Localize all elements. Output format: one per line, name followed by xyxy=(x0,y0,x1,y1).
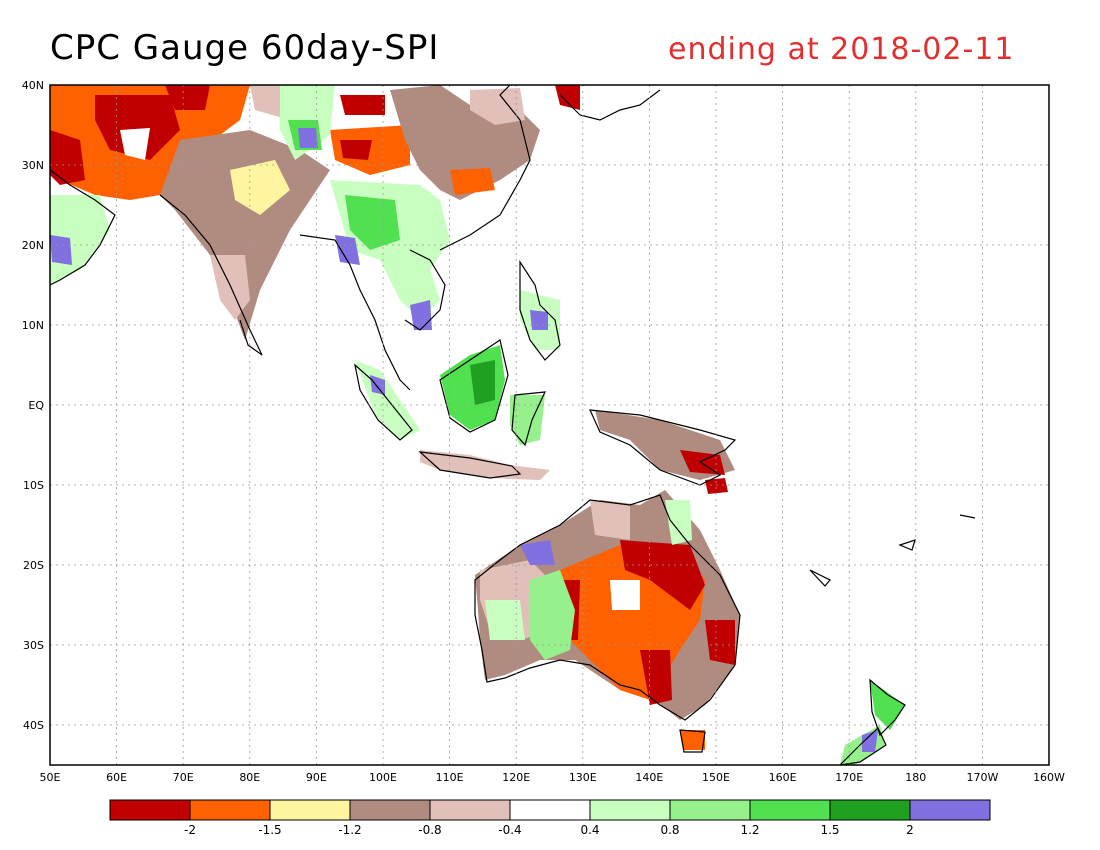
coastlines xyxy=(50,85,976,765)
legend-label: -0.8 xyxy=(418,823,441,837)
legend-label: 0.8 xyxy=(660,823,679,837)
legend-label: -1.5 xyxy=(258,823,281,837)
latitude-axis: 40N 30N 20N 10N EQ 10S 20S 30S 40S xyxy=(22,79,45,732)
legend-label: -0.4 xyxy=(498,823,521,837)
asia-field xyxy=(50,85,580,340)
lat-tick-label: 10N xyxy=(22,319,44,332)
legend-swatch xyxy=(829,799,911,821)
lon-tick-label: 180 xyxy=(905,771,926,784)
legend-swatch xyxy=(749,799,831,821)
legend-label: 0.4 xyxy=(580,823,599,837)
lat-tick-label: 20N xyxy=(22,239,44,252)
lon-tick-label: 170E xyxy=(835,771,863,784)
lat-tick-label: 40N xyxy=(22,79,44,92)
lon-tick-label: 130E xyxy=(569,771,597,784)
nz-field xyxy=(840,680,905,765)
legend-label: 1.2 xyxy=(740,823,759,837)
legend-swatch xyxy=(429,799,511,821)
lon-tick-label: 160W xyxy=(1033,771,1065,784)
legend-label: 2 xyxy=(906,823,914,837)
lon-tick-label: 80E xyxy=(239,771,260,784)
map-title: CPC Gauge 60day-SPI xyxy=(50,28,440,68)
map-frame xyxy=(49,84,1050,766)
legend-swatch xyxy=(109,799,191,821)
legend-swatch xyxy=(349,799,431,821)
lon-tick-label: 70E xyxy=(173,771,194,784)
lat-tick-label: 20S xyxy=(23,559,44,572)
color-legend: -2 -1.5 -1.2 -0.8 -0.4 0.4 0.8 1.2 1.5 2 xyxy=(109,799,991,837)
lat-tick-label: 30N xyxy=(22,159,44,172)
legend-label: -1.2 xyxy=(338,823,361,837)
lat-tick-label: 30S xyxy=(23,639,44,652)
legend-swatch xyxy=(909,799,991,821)
legend-label: -2 xyxy=(184,823,196,837)
lon-tick-label: 140E xyxy=(635,771,663,784)
lon-tick-label: 160E xyxy=(769,771,797,784)
lon-tick-label: 60E xyxy=(106,771,127,784)
map-fields xyxy=(50,85,905,765)
legend-swatch xyxy=(189,799,271,821)
grid-lines xyxy=(50,85,1049,765)
lon-tick-label: 120E xyxy=(502,771,530,784)
legend-swatch xyxy=(669,799,751,821)
legend-swatch xyxy=(589,799,671,821)
lat-tick-label: EQ xyxy=(28,399,44,412)
lon-tick-label: 150E xyxy=(702,771,730,784)
legend-swatch xyxy=(269,799,351,821)
longitude-axis: 50E 60E 70E 80E 90E 100E 110E 120E 130E 140E 150E 1… xyxy=(40,771,1066,784)
lat-tick-label: 10S xyxy=(23,479,44,492)
lon-tick-label: 90E xyxy=(306,771,327,784)
lon-tick-label: 170W xyxy=(966,771,998,784)
lat-tick-label: 40S xyxy=(23,719,44,732)
legend-swatch xyxy=(509,799,591,821)
legend-label: 1.5 xyxy=(820,823,839,837)
lon-tick-label: 110E xyxy=(436,771,464,784)
map-subtitle: ending at 2018-02-11 xyxy=(668,32,1015,67)
australia-field xyxy=(475,490,740,750)
lon-tick-label: 100E xyxy=(369,771,397,784)
lon-tick-label: 50E xyxy=(40,771,61,784)
